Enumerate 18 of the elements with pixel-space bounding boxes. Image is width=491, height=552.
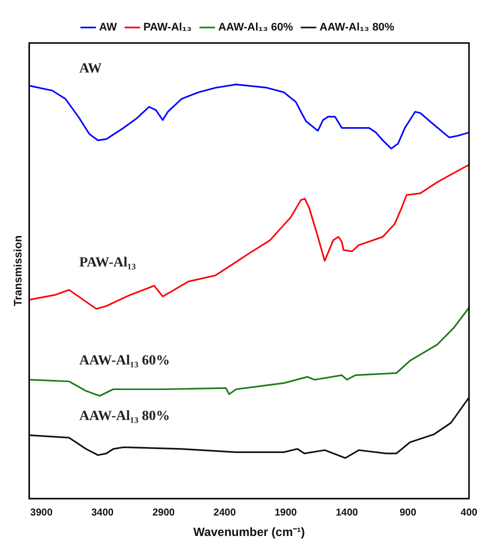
legend-label: AAW-Al₁₃ 60% (218, 22, 294, 34)
annotation: AAW-Al₁₃ 80% (79, 408, 170, 424)
x-tick-label: 1400 (336, 507, 358, 518)
annotation: PAW-Al₁₃ (79, 255, 136, 270)
x-tick-label: 1900 (274, 507, 298, 518)
legend-label: AW (99, 22, 118, 34)
x-tick-label: 400 (460, 507, 478, 518)
text: AW (79, 61, 102, 76)
x-tick-label: 3400 (91, 507, 114, 518)
x-tick-label: 900 (400, 507, 417, 518)
legend-label: PAW-Al₁₃ (143, 22, 192, 34)
x-tick-label: 2400 (214, 507, 236, 518)
y-axis-title: Transmission (12, 235, 25, 306)
x-axis-title: Wavenumber (cm⁻¹) (193, 525, 305, 540)
x-tick-label: 3900 (30, 507, 53, 518)
legend-label: AAW-Al₁₃ 80% (320, 22, 395, 34)
annotation: AAW-Al₁₃ 60% (79, 353, 170, 368)
x-tick-label: 2900 (152, 507, 176, 518)
